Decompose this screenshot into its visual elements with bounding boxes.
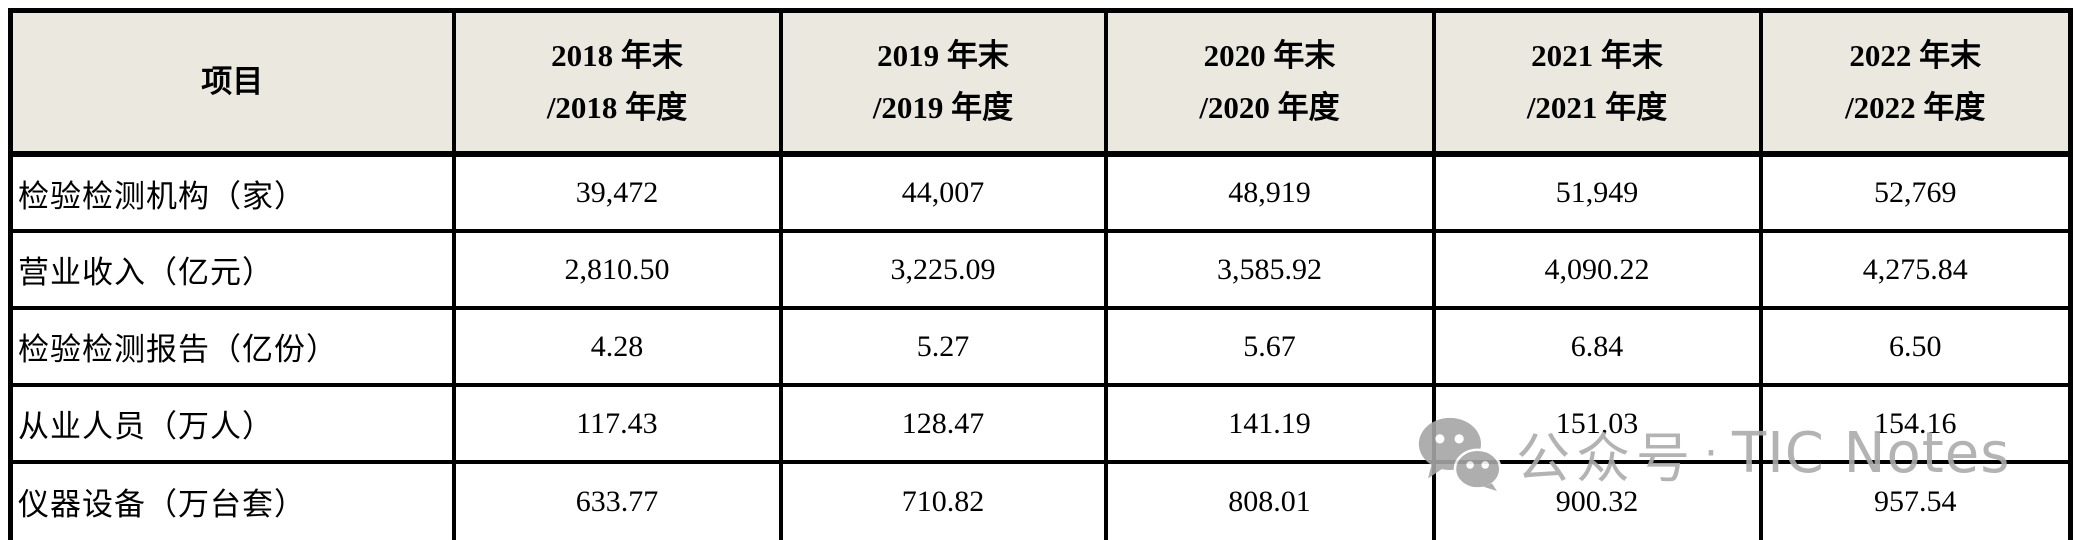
row-label: 仪器设备（万台套） <box>8 460 456 540</box>
table-row-employees: 从业人员（万人） 117.43 128.47 141.19 151.03 154… <box>8 383 2073 464</box>
cell-value: 39,472 <box>451 152 783 233</box>
cell-value: 2,810.50 <box>451 229 783 310</box>
row-label: 从业人员（万人） <box>8 383 456 464</box>
cell-value: 5.67 <box>1103 306 1436 387</box>
cell-value: 151.03 <box>1431 383 1763 464</box>
header-2021: 2021 年末 /2021 年度 <box>1431 8 1763 157</box>
header-2019: 2019 年末 /2019 年度 <box>778 8 1108 157</box>
cell-value: 957.54 <box>1758 460 2073 540</box>
header-row: 项目 2018 年末 /2018 年度 2019 年末 /2019 年度 202… <box>8 8 2073 157</box>
cell-value: 154.16 <box>1758 383 2073 464</box>
cell-value: 3,225.09 <box>778 229 1108 310</box>
row-label: 营业收入（亿元） <box>8 229 456 310</box>
cell-value: 128.47 <box>778 383 1108 464</box>
cell-value: 6.84 <box>1431 306 1763 387</box>
cell-value: 6.50 <box>1758 306 2073 387</box>
cell-value: 633.77 <box>451 460 783 540</box>
cell-value: 117.43 <box>451 383 783 464</box>
cell-value: 3,585.92 <box>1103 229 1436 310</box>
header-2022: 2022 年末 /2022 年度 <box>1758 8 2073 157</box>
cell-value: 710.82 <box>778 460 1108 540</box>
table-row-reports: 检验检测报告（亿份） 4.28 5.27 5.67 6.84 6.50 <box>8 306 2073 387</box>
table-row-revenue: 营业收入（亿元） 2,810.50 3,225.09 3,585.92 4,09… <box>8 229 2073 310</box>
header-2018: 2018 年末 /2018 年度 <box>451 8 783 157</box>
cell-value: 808.01 <box>1103 460 1436 540</box>
header-item-label: 项目 <box>201 64 264 99</box>
row-label: 检验检测机构（家） <box>8 152 456 233</box>
table-row-institutions: 检验检测机构（家） 39,472 44,007 48,919 51,949 52… <box>8 152 2073 233</box>
cell-value: 5.27 <box>778 306 1108 387</box>
cell-value: 900.32 <box>1431 460 1763 540</box>
statistics-table: 项目 2018 年末 /2018 年度 2019 年末 /2019 年度 202… <box>8 8 2073 540</box>
header-item: 项目 <box>8 8 456 157</box>
cell-value: 4,275.84 <box>1758 229 2073 310</box>
cell-value: 52,769 <box>1758 152 2073 233</box>
cell-value: 48,919 <box>1103 152 1436 233</box>
cell-value: 141.19 <box>1103 383 1436 464</box>
cell-value: 51,949 <box>1431 152 1763 233</box>
cell-value: 4.28 <box>451 306 783 387</box>
table-row-equipment: 仪器设备（万台套） 633.77 710.82 808.01 900.32 95… <box>8 460 2073 540</box>
row-label: 检验检测报告（亿份） <box>8 306 456 387</box>
cell-value: 44,007 <box>778 152 1108 233</box>
cell-value: 4,090.22 <box>1431 229 1763 310</box>
header-2020: 2020 年末 /2020 年度 <box>1103 8 1436 157</box>
